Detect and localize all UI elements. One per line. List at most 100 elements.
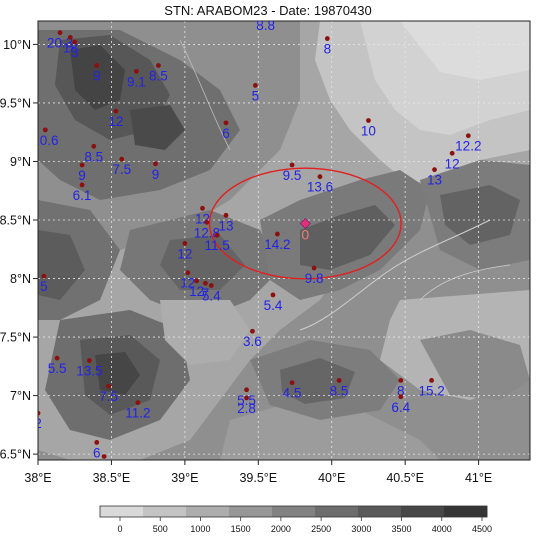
station-dot bbox=[41, 273, 47, 279]
colorbar-tick-label: 4000 bbox=[432, 524, 452, 534]
station-dot bbox=[317, 174, 323, 180]
station-value-label: 12 bbox=[445, 156, 460, 171]
station-dot bbox=[204, 219, 210, 225]
station-dot bbox=[429, 377, 434, 383]
colorbar-tick-label: 4500 bbox=[472, 524, 492, 534]
colorbar-swatch bbox=[186, 506, 230, 517]
station-dot bbox=[465, 133, 471, 139]
station-value-label: 5 bbox=[252, 88, 260, 103]
station-value-label: 12 bbox=[180, 276, 195, 291]
station-value-label: 8.8 bbox=[256, 18, 275, 33]
station-dot bbox=[274, 231, 280, 237]
y-tick-label: 9.5°N bbox=[0, 96, 31, 110]
y-tick-label: 7.5°N bbox=[0, 331, 31, 345]
colorbar-swatch bbox=[358, 506, 402, 517]
station-value-label: 20.3 bbox=[47, 36, 73, 51]
station-dot bbox=[252, 82, 258, 88]
station-value-label: 13.5 bbox=[76, 363, 102, 378]
station-value-label: 8.5 bbox=[149, 68, 168, 83]
station-value-label: 13 bbox=[427, 173, 442, 188]
lat-lon-grid bbox=[38, 21, 530, 460]
station-dot bbox=[398, 394, 404, 400]
station-dot bbox=[223, 120, 229, 126]
station-value-label: 4.5 bbox=[283, 386, 302, 401]
x-tick-label: 39°E bbox=[171, 471, 198, 485]
x-tick-label: 38°E bbox=[24, 471, 51, 485]
station-dot bbox=[134, 68, 139, 74]
colorbar-swatch bbox=[100, 506, 144, 517]
station-dot bbox=[153, 161, 158, 167]
station-dot bbox=[270, 292, 276, 298]
station-dot bbox=[185, 270, 191, 276]
station-dot bbox=[200, 205, 205, 211]
station-dot bbox=[57, 30, 63, 36]
station-value-label: 7.5 bbox=[112, 162, 131, 177]
colorbar-swatch bbox=[444, 506, 488, 517]
colorbar-tick-label: 2000 bbox=[271, 524, 291, 534]
search-radius-circle bbox=[208, 167, 402, 280]
station-dot bbox=[398, 377, 404, 383]
station-dot bbox=[289, 380, 295, 386]
station-dot bbox=[101, 454, 107, 459]
station-dot bbox=[203, 280, 208, 286]
station-dot bbox=[324, 36, 330, 41]
station-value-label: 6.4 bbox=[391, 400, 410, 415]
station-dot bbox=[208, 283, 214, 288]
station-value-label: 8.5 bbox=[330, 383, 349, 398]
station-value-label: 10.6 bbox=[32, 133, 58, 148]
x-tick-label: 39.5°E bbox=[239, 471, 277, 485]
station-value-label: 9 bbox=[93, 68, 101, 83]
target-value-label: 0 bbox=[301, 227, 309, 243]
station-dot bbox=[106, 383, 111, 389]
x-tick-label: 40.5°E bbox=[386, 471, 424, 485]
station-value-label: 6 bbox=[222, 126, 230, 141]
x-tick-label: 38.5°E bbox=[93, 471, 131, 485]
station-value-label: 7.5 bbox=[99, 389, 118, 404]
x-tick-label: 40°E bbox=[318, 471, 345, 485]
colorbar-frame bbox=[99, 505, 488, 518]
colorbar-tick-label: 500 bbox=[153, 524, 168, 534]
station-value-label: 2 bbox=[34, 416, 42, 431]
station-dot bbox=[244, 387, 249, 393]
y-tick-label: 9°N bbox=[10, 155, 31, 169]
station-dot bbox=[311, 265, 317, 271]
map-title: STN: ARABOM23 - Date: 19870430 bbox=[164, 3, 372, 18]
colorbar-tick-label: 2500 bbox=[311, 524, 331, 534]
station-value-label: 9.5 bbox=[283, 168, 302, 183]
station-dot bbox=[119, 156, 125, 162]
station-dot bbox=[87, 358, 92, 363]
y-tick-label: 6.5°N bbox=[0, 448, 31, 462]
colorbar-tick-label: 3000 bbox=[351, 524, 371, 534]
station-value-label: 11.2 bbox=[125, 406, 150, 421]
colorbar-swatch bbox=[401, 506, 445, 517]
station-dot bbox=[156, 63, 161, 68]
station-dot bbox=[42, 127, 48, 133]
station-value-label: 12 bbox=[177, 246, 192, 261]
station-value-label: 11.5 bbox=[205, 238, 230, 253]
station-value-label: 8.5 bbox=[84, 149, 103, 164]
station-value-label: 5.4 bbox=[202, 289, 221, 304]
elevation-colorbar: 0 500 1000 1500 2000 2500 3000 3500 4000 4500 bbox=[99, 505, 492, 534]
y-tick-label: 7°N bbox=[10, 389, 31, 403]
station-dot bbox=[289, 162, 295, 168]
station-dot bbox=[214, 232, 220, 238]
station-dot bbox=[244, 395, 249, 401]
station-dot bbox=[94, 63, 100, 68]
station-value-label: 8 bbox=[397, 383, 405, 398]
colorbar-swatch bbox=[315, 506, 359, 517]
colorbar-swatch bbox=[272, 506, 316, 517]
colorbar-tick-label: 0 bbox=[117, 524, 122, 534]
station-value-label: 7 bbox=[202, 286, 210, 301]
station-value-label: 13.6 bbox=[307, 180, 333, 195]
latitude-axis: 6.5°N 7°N 7.5°N 8°N 8.5°N 9°N 9.5°N 10°N bbox=[0, 38, 38, 462]
station-dot bbox=[366, 118, 371, 123]
station-value-label: 8 bbox=[324, 42, 332, 57]
colorbar-swatch bbox=[143, 506, 187, 517]
target-station: 0 bbox=[208, 167, 402, 280]
station-value-label: 2.8 bbox=[237, 401, 256, 416]
station-value-label: 9 bbox=[78, 168, 86, 183]
station-dot bbox=[38, 410, 41, 416]
station-value-label: 5.5 bbox=[48, 361, 67, 376]
